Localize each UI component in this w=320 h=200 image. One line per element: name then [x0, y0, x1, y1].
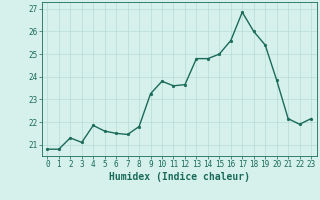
X-axis label: Humidex (Indice chaleur): Humidex (Indice chaleur)	[109, 172, 250, 182]
